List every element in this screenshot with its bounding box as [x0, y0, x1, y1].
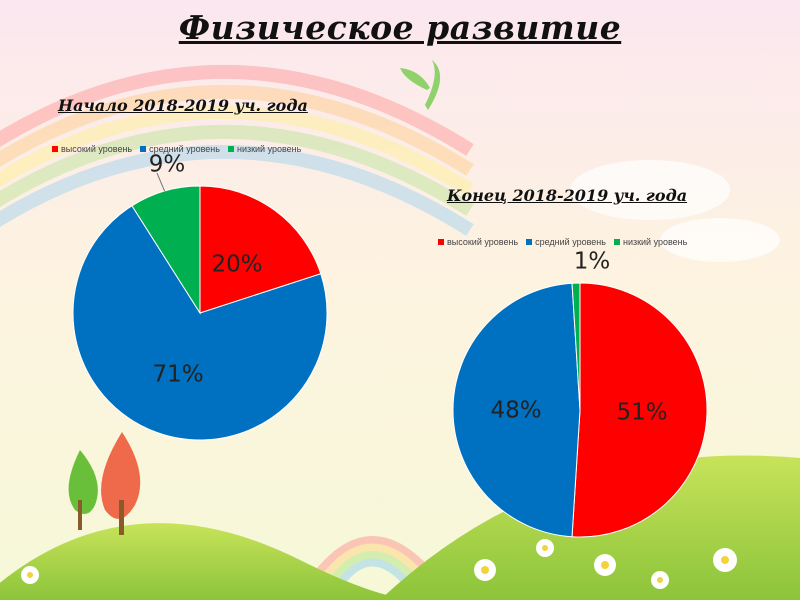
rainbow-top: [0, 65, 474, 236]
leader-line: [156, 172, 166, 192]
legend-item: высокий уровень: [438, 237, 518, 247]
legend-label: низкий уровень: [622, 237, 688, 247]
legend-item: высокий уровень: [52, 144, 132, 154]
data-label-medium: 48%: [490, 398, 541, 424]
legend-swatch-high: [52, 146, 58, 152]
page-title: Физическое развитие: [178, 8, 622, 47]
data-label-medium: 71%: [152, 362, 203, 388]
pie-slice-high: [199, 185, 322, 314]
legend-item: низкий уровень: [227, 144, 302, 154]
pie-slice-medium: [72, 205, 328, 441]
pie-slice-high: [571, 282, 708, 538]
data-label-high: 20%: [211, 252, 262, 278]
legend-label: средний уровень: [149, 144, 220, 154]
legend-item: средний уровень: [140, 144, 220, 154]
tree-icon: [101, 432, 141, 535]
legend-start: высокий уровень средний уровень низкий у…: [52, 144, 301, 154]
sprout-icon: [400, 60, 441, 110]
legend-label: средний уровень: [535, 237, 606, 247]
chart-title-start: Начало 2018-2019 уч. года: [58, 96, 308, 115]
legend-swatch-medium: [526, 239, 533, 245]
legend-swatch-high: [438, 239, 444, 245]
tree-icon: [68, 450, 98, 530]
legend-label: высокий уровень: [447, 237, 519, 247]
chart-title-end: Конец 2018-2019 уч. года: [447, 186, 688, 205]
pie-slice-low: [571, 282, 581, 411]
legend-item: низкий уровень: [613, 237, 688, 247]
data-label-low: 1%: [574, 249, 611, 275]
legend-label: высокий уровень: [61, 144, 133, 154]
legend-label: низкий уровень: [236, 144, 302, 154]
legend-swatch-medium: [140, 146, 147, 152]
data-label-high: 51%: [616, 400, 667, 426]
legend-item: средний уровень: [526, 237, 606, 247]
legend-end: высокий уровень средний уровень низкий у…: [438, 237, 687, 247]
legend-swatch-low: [613, 239, 620, 245]
legend-swatch-low: [227, 146, 234, 152]
data-label-low: 9%: [149, 152, 186, 178]
pie-slice-medium: [452, 282, 581, 538]
